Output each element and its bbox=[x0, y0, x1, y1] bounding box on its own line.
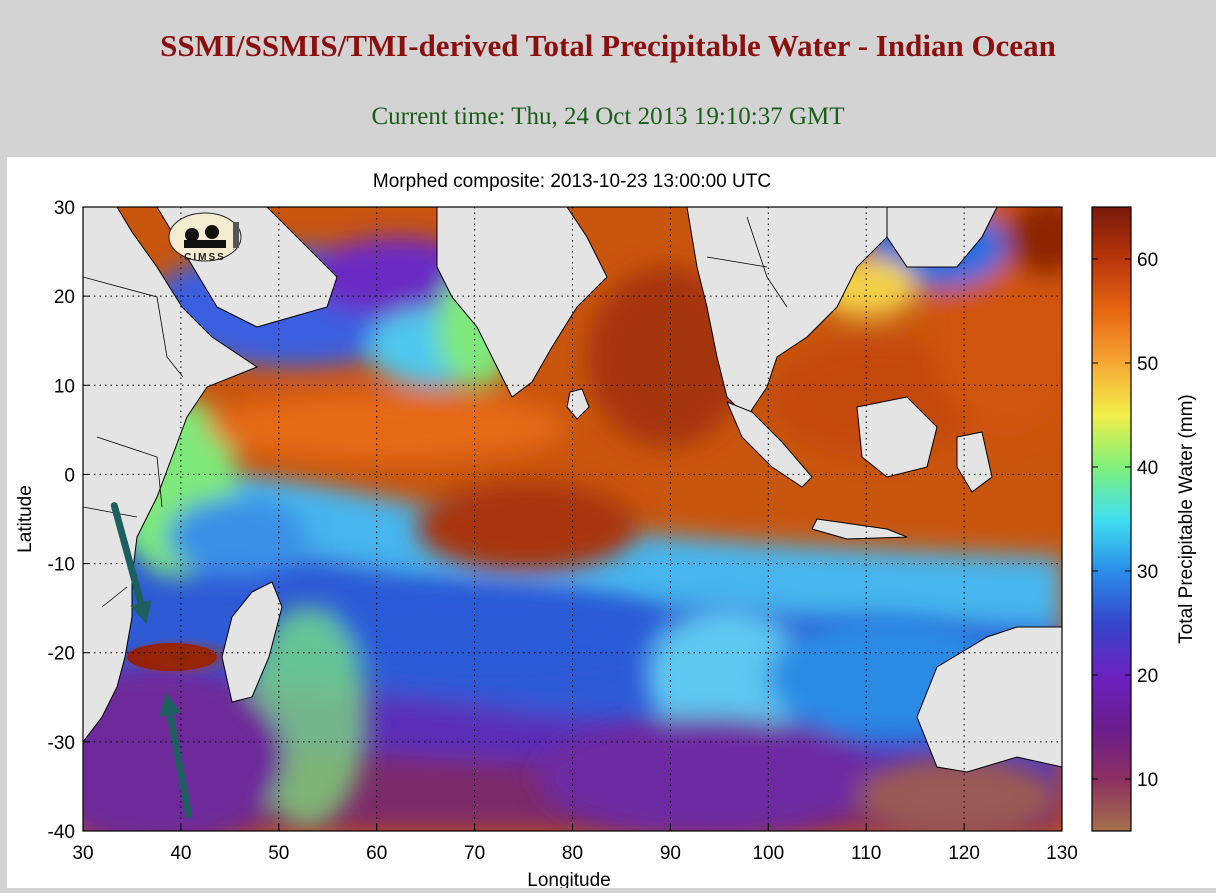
tpw-field bbox=[83, 207, 1062, 831]
colorbar-label: Total Precipitable Water (mm) bbox=[1176, 394, 1197, 644]
lat-tick-label: -10 bbox=[48, 555, 75, 576]
land-sulawesi bbox=[956, 431, 993, 493]
lon-tick-label: 60 bbox=[366, 843, 387, 864]
y-axis-label: Latitude bbox=[15, 485, 36, 553]
lon-tick-label: 110 bbox=[851, 843, 881, 864]
colorbar-tick-label: 20 bbox=[1137, 666, 1158, 687]
annotation-arrows bbox=[110, 502, 193, 819]
page-title: SSMI/SSMIS/TMI-derived Total Precipitabl… bbox=[160, 28, 1056, 63]
colorbar-tick-label: 50 bbox=[1137, 354, 1158, 375]
land-borneo bbox=[856, 396, 938, 478]
lat-tick-label: 10 bbox=[54, 376, 75, 397]
lon-tick-label: 100 bbox=[752, 843, 784, 864]
lat-tick-label: -40 bbox=[48, 822, 75, 843]
colorbar-tick-label: 10 bbox=[1137, 770, 1158, 791]
colorbar-ticks: 60 50 40 30 20 10 bbox=[1092, 250, 1158, 791]
colorbar-tick-label: 60 bbox=[1137, 250, 1158, 271]
lat-tick-label: 0 bbox=[64, 465, 75, 486]
lon-tick-label: 50 bbox=[268, 843, 289, 864]
map-title: Morphed composite: 2013-10-23 13:00:00 U… bbox=[373, 171, 771, 192]
lat-tick-label: -20 bbox=[48, 644, 75, 665]
lon-tick-label: 30 bbox=[72, 843, 93, 864]
tpw-map-figure: Morphed composite: 2013-10-23 13:00:00 U… bbox=[15, 171, 1197, 891]
arrow-north bbox=[110, 502, 152, 625]
lon-tick-label: 70 bbox=[464, 843, 485, 864]
land-india bbox=[436, 207, 608, 398]
map-panel: Morphed composite: 2013-10-23 13:00:00 U… bbox=[7, 157, 1216, 891]
cimss-logo: CIMSS bbox=[168, 212, 242, 263]
cimss-logo-text: CIMSS bbox=[184, 252, 226, 263]
arrow-south bbox=[159, 692, 193, 819]
map-grid bbox=[83, 207, 1062, 831]
land-java bbox=[811, 518, 908, 540]
longitude-ticks: 30 40 50 60 70 80 90 100 110 120 130 bbox=[72, 824, 1078, 864]
land-africa bbox=[83, 207, 259, 743]
colorbar-tick-label: 40 bbox=[1137, 458, 1158, 479]
land-sumatra bbox=[726, 401, 813, 488]
lon-tick-label: 130 bbox=[1046, 843, 1078, 864]
lon-tick-label: 90 bbox=[660, 843, 681, 864]
lat-tick-label: -30 bbox=[48, 733, 75, 754]
x-axis-label: Longitude bbox=[527, 870, 610, 888]
latitude-ticks: 30 20 10 0 -10 -20 -30 -40 bbox=[48, 198, 90, 843]
lat-tick-label: 30 bbox=[54, 198, 75, 219]
lon-tick-label: 40 bbox=[170, 843, 191, 864]
lat-tick-label: 20 bbox=[54, 287, 75, 308]
colorbar-tick-label: 30 bbox=[1137, 562, 1158, 583]
colorbar bbox=[1091, 206, 1132, 832]
land-se-asia bbox=[686, 207, 888, 418]
lon-tick-label: 80 bbox=[562, 843, 583, 864]
lon-tick-label: 120 bbox=[948, 843, 980, 864]
land-australia bbox=[916, 626, 1062, 773]
land-china bbox=[886, 207, 998, 268]
current-time: Current time: Thu, 24 Oct 2013 19:10:37 … bbox=[371, 103, 845, 130]
land-madagascar bbox=[221, 581, 283, 703]
